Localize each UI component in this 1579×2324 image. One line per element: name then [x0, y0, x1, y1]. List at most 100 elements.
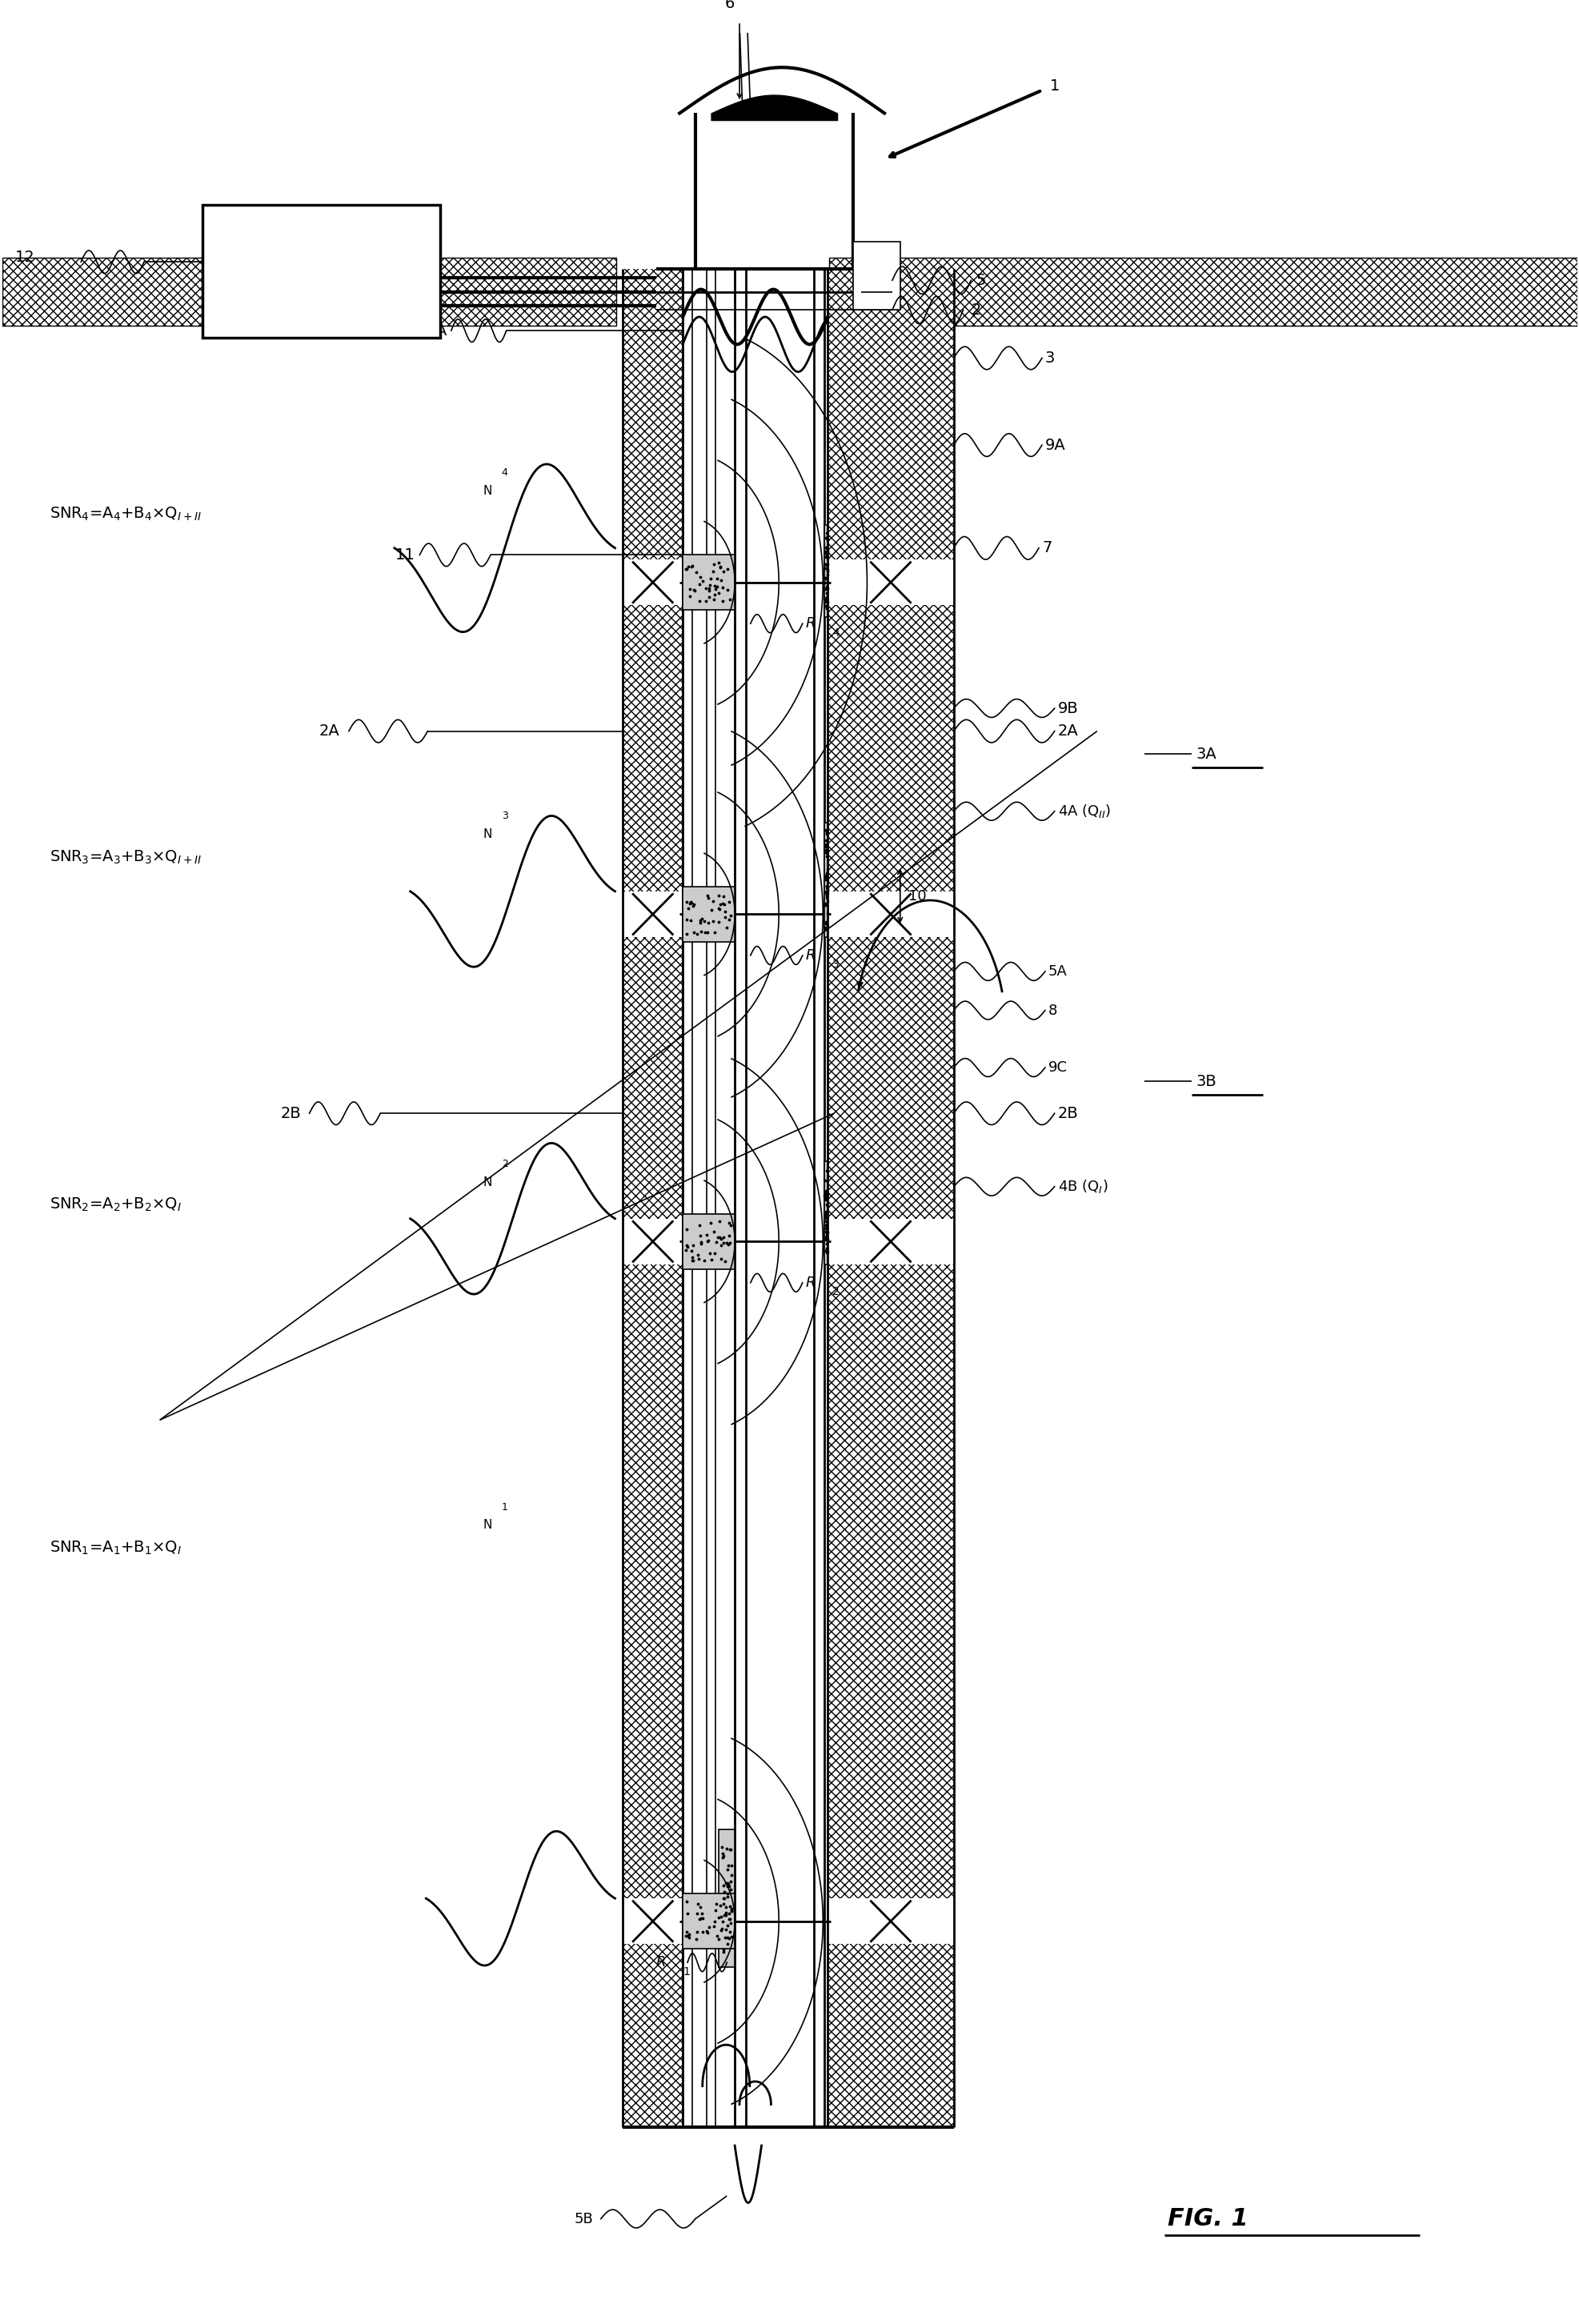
- Point: [706, 544, 731, 581]
- Point: [813, 1208, 838, 1246]
- Point: [714, 1850, 739, 1887]
- Point: [687, 1206, 712, 1243]
- Point: [813, 579, 838, 616]
- Point: [812, 1174, 837, 1211]
- Point: [674, 551, 699, 588]
- Point: [707, 562, 733, 600]
- Point: [712, 899, 737, 937]
- Point: [707, 1220, 733, 1257]
- Point: [701, 1903, 726, 1941]
- Point: [813, 876, 838, 913]
- Point: [704, 1917, 729, 1954]
- Text: 1: 1: [502, 1501, 508, 1513]
- Text: 11: 11: [395, 548, 415, 562]
- Point: [674, 902, 699, 939]
- Point: [685, 1236, 711, 1274]
- Point: [690, 562, 715, 600]
- Text: 1: 1: [1050, 79, 1060, 93]
- Point: [718, 1889, 744, 1927]
- Point: [813, 911, 838, 948]
- Point: [701, 883, 726, 920]
- Point: [813, 1229, 838, 1267]
- Point: [677, 579, 703, 616]
- Point: [812, 546, 837, 583]
- Point: [815, 569, 840, 607]
- Bar: [853, 242, 900, 309]
- Point: [681, 913, 706, 951]
- Point: [706, 890, 731, 927]
- Point: [701, 581, 726, 618]
- Point: [707, 1887, 733, 1924]
- Point: [813, 885, 838, 923]
- Point: [715, 1894, 741, 1931]
- Point: [813, 1181, 838, 1218]
- Point: [696, 567, 722, 604]
- Text: 10: 10: [908, 888, 925, 904]
- Point: [714, 909, 739, 946]
- Point: [698, 890, 723, 927]
- Point: [715, 1868, 741, 1906]
- Point: [812, 909, 837, 946]
- Point: [717, 581, 742, 618]
- Point: [692, 1243, 717, 1281]
- Bar: [622, 1945, 682, 2126]
- Point: [711, 1896, 736, 1934]
- Point: [706, 1899, 731, 1936]
- Point: [815, 574, 840, 611]
- Point: [674, 883, 699, 920]
- Point: [679, 885, 704, 923]
- Point: [676, 890, 701, 927]
- Point: [813, 569, 838, 607]
- Point: [813, 514, 838, 551]
- Point: [688, 913, 714, 951]
- Text: 5A: 5A: [1048, 964, 1067, 978]
- Point: [815, 553, 840, 590]
- Point: [813, 1211, 838, 1248]
- Point: [813, 834, 838, 872]
- Point: [707, 1241, 733, 1278]
- Text: 3A: 3A: [1195, 746, 1216, 762]
- Point: [690, 1913, 715, 1950]
- Point: [715, 1218, 741, 1255]
- Point: [707, 548, 733, 586]
- Point: [674, 916, 699, 953]
- Point: [717, 1225, 742, 1262]
- Text: 4: 4: [832, 627, 838, 639]
- Point: [813, 1197, 838, 1234]
- Point: [815, 906, 840, 944]
- Point: [711, 1836, 736, 1873]
- PathPatch shape: [824, 1162, 827, 1264]
- Point: [813, 1220, 838, 1257]
- Point: [813, 1220, 838, 1257]
- PathPatch shape: [682, 1213, 734, 1269]
- Point: [717, 1831, 742, 1868]
- Point: [703, 1885, 728, 1922]
- Point: [688, 1225, 714, 1262]
- Point: [687, 902, 712, 939]
- Point: [815, 532, 840, 569]
- Point: [714, 1878, 739, 1915]
- Point: [715, 1866, 741, 1903]
- Point: [696, 1908, 722, 1945]
- Point: [714, 1927, 739, 1964]
- Point: [717, 1901, 742, 1938]
- Point: [712, 1894, 737, 1931]
- Point: [681, 888, 706, 925]
- Point: [677, 885, 703, 923]
- Point: [681, 572, 706, 609]
- Point: [813, 869, 838, 906]
- PathPatch shape: [718, 1829, 734, 1966]
- Point: [815, 851, 840, 888]
- Point: [709, 1913, 734, 1950]
- Point: [701, 902, 726, 939]
- Point: [813, 837, 838, 874]
- Point: [715, 1920, 741, 1957]
- Text: N: N: [483, 1520, 491, 1532]
- Point: [687, 1889, 712, 1927]
- Point: [674, 1227, 699, 1264]
- Point: [812, 874, 837, 911]
- Point: [812, 560, 837, 597]
- Point: [709, 583, 734, 621]
- Point: [813, 1178, 838, 1215]
- Point: [813, 876, 838, 913]
